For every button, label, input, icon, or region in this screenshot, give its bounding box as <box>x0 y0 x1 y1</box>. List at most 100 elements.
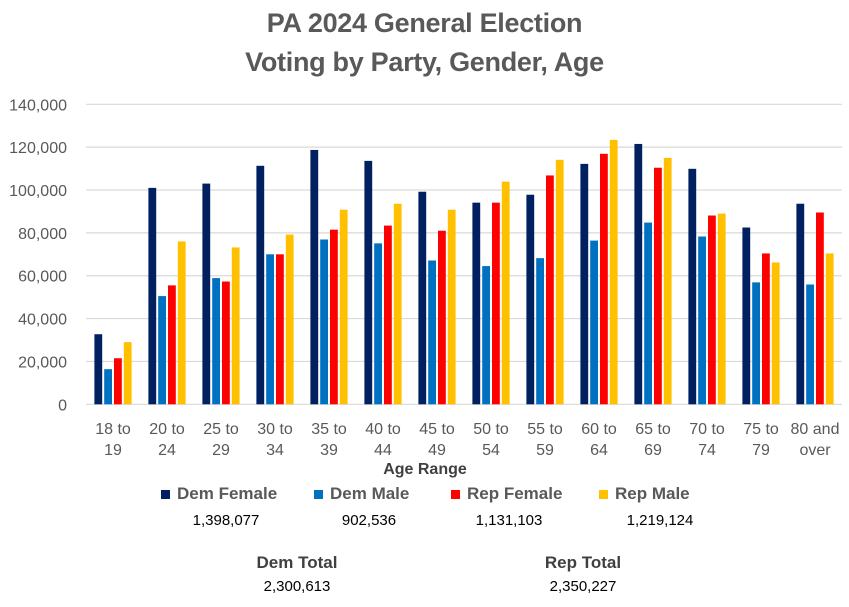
bar-dem-male <box>104 369 112 405</box>
bar-rep-male <box>393 203 402 405</box>
dem-male-total: 902,536 <box>341 512 397 529</box>
bar-rep-female <box>384 225 392 405</box>
legend-swatch-rep-female <box>451 489 460 499</box>
dem-female-total: 1,398,077 <box>192 512 260 529</box>
bar-dem-female <box>148 187 157 405</box>
bar-rep-male <box>231 247 240 405</box>
bar-rep-female <box>816 212 824 405</box>
bar-dem-female <box>256 165 265 405</box>
bar-dem-male <box>698 236 706 405</box>
rep-female-total: 1,131,103 <box>475 512 543 529</box>
bar-dem-male <box>644 222 652 405</box>
bar-rep-female <box>762 253 770 405</box>
rep-total-value: 2,350,227 <box>549 578 617 595</box>
bar-rep-female <box>492 202 500 405</box>
legend-label: Rep Male <box>615 484 690 503</box>
chart-subtitle: Voting by Party, Gender, Age <box>245 47 604 77</box>
x-tick-label: 24 <box>158 442 176 459</box>
y-tick-label: 60,000 <box>18 269 67 286</box>
bar-rep-male <box>177 241 186 405</box>
y-tick-label: 100,000 <box>9 183 67 200</box>
y-axis-ticks: 0 20,000 40,000 60,000 80,000 100,000 120,000 1… <box>9 97 67 414</box>
x-tick-label: over <box>799 442 831 459</box>
x-tick-label: 59 <box>536 442 554 459</box>
x-tick-label: 30 to <box>257 421 293 438</box>
legend-item-rep-female: Rep Female <box>451 484 562 504</box>
bar-dem-female <box>202 183 211 405</box>
dem-total-value: 2,300,613 <box>263 578 331 595</box>
bar-dem-male <box>158 296 166 405</box>
bar-dem-female <box>688 168 697 405</box>
legend-label: Dem Male <box>330 484 410 503</box>
bar-rep-female <box>114 358 122 405</box>
legend-swatch-dem-female <box>161 489 170 499</box>
x-tick-label: 70 to <box>689 421 725 438</box>
bar-dem-male <box>428 260 436 405</box>
bar-rep-male <box>663 157 672 405</box>
legend-label: Rep Female <box>467 484 563 503</box>
x-tick-label: 50 to <box>473 421 509 438</box>
bars <box>94 139 834 405</box>
x-tick-label: 64 <box>590 442 608 459</box>
gridlines <box>86 103 842 405</box>
bar-dem-male <box>212 278 220 405</box>
y-tick-label: 140,000 <box>9 97 67 114</box>
x-tick-label: 69 <box>644 442 662 459</box>
bar-rep-female <box>546 175 554 405</box>
bar-rep-male <box>339 209 348 405</box>
bar-rep-male <box>825 253 834 405</box>
y-tick-label: 40,000 <box>18 312 67 329</box>
x-axis-ticks: 18 to 19 20 to 24 25 to 29 30 to 34 35 to 39 40 to… <box>95 421 839 459</box>
bar-dem-female <box>580 163 589 405</box>
x-tick-label: 25 to <box>203 421 239 438</box>
bar-dem-female <box>418 191 427 405</box>
legend-swatch-dem-male <box>314 489 323 499</box>
x-tick-label: 75 to <box>743 421 779 438</box>
bar-rep-female <box>708 215 716 405</box>
x-tick-label: 55 to <box>527 421 563 438</box>
rep-male-total: 1,219,124 <box>626 512 694 529</box>
x-tick-label: 80 and <box>791 421 840 438</box>
bar-rep-female <box>600 153 608 405</box>
bar-dem-female <box>634 143 643 405</box>
legend-item-dem-male: Dem Male <box>314 484 409 504</box>
bar-rep-male <box>447 209 456 405</box>
legend: Dem Female Dem Male Rep Female Rep Male <box>0 484 849 506</box>
bar-dem-male <box>806 284 814 405</box>
bar-dem-female <box>796 203 805 405</box>
x-tick-label: 74 <box>698 442 716 459</box>
x-tick-label: 40 to <box>365 421 401 438</box>
bar-rep-male <box>501 181 510 405</box>
x-tick-label: 20 to <box>149 421 185 438</box>
bar-rep-female <box>168 285 176 405</box>
x-tick-label: 54 <box>482 442 500 459</box>
x-tick-label: 34 <box>266 442 284 459</box>
x-tick-label: 65 to <box>635 421 671 438</box>
bar-rep-male <box>123 342 132 405</box>
y-tick-label: 0 <box>58 397 67 414</box>
bar-dem-female <box>310 149 319 405</box>
bar-dem-female <box>94 334 103 405</box>
x-tick-label: 18 to <box>95 421 131 438</box>
x-tick-label: 29 <box>212 442 230 459</box>
bar-dem-male <box>590 240 598 405</box>
bar-rep-male <box>771 262 780 405</box>
bar-dem-male <box>752 282 760 405</box>
bar-dem-female <box>364 160 373 405</box>
bar-dem-male <box>536 258 544 405</box>
bar-dem-male <box>482 266 490 405</box>
bar-rep-female <box>654 167 662 405</box>
x-tick-label: 45 to <box>419 421 455 438</box>
x-tick-label: 35 to <box>311 421 347 438</box>
bar-dem-male <box>374 243 382 405</box>
bar-rep-male <box>285 234 294 405</box>
chart-title: PA 2024 General Election <box>266 8 583 38</box>
bar-rep-female <box>222 281 230 405</box>
y-tick-label: 120,000 <box>9 140 67 157</box>
x-tick-label: 49 <box>428 442 446 459</box>
bar-dem-female <box>742 227 751 405</box>
bar-rep-male <box>717 213 726 405</box>
bar-rep-female <box>438 230 446 405</box>
bar-rep-male <box>555 159 564 405</box>
bar-dem-male <box>320 239 328 405</box>
